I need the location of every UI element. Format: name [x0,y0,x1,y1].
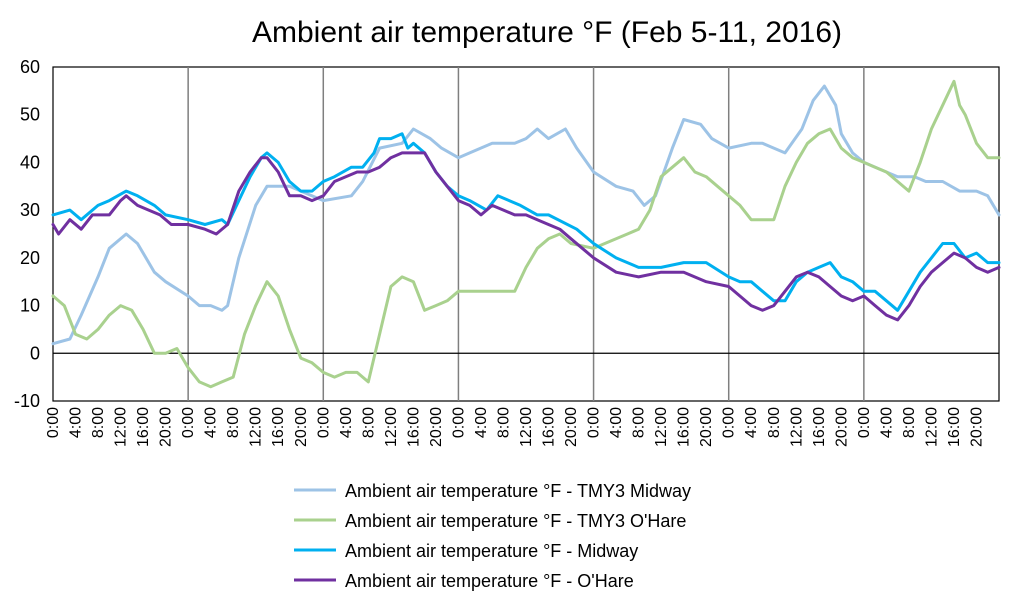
y-tick-label: 40 [20,152,40,172]
x-tick-label: 8:00 [495,407,512,438]
chart-title: Ambient air temperature °F (Feb 5-11, 20… [252,16,842,49]
y-tick-label: 0 [30,343,40,363]
x-tick-label: 20:00 [833,407,850,447]
x-tick-label: 20:00 [428,407,445,447]
x-tick-label: 0:00 [45,407,62,438]
x-tick-label: 12:00 [113,407,130,447]
legend-label: Ambient air temperature °F - TMY3 O'Hare [345,511,686,531]
x-tick-label: 0:00 [856,407,873,438]
x-tick-label: 16:00 [811,407,828,447]
x-tick-label: 4:00 [608,407,625,438]
y-axis-ticks: -10 0 10 20 30 40 50 60 [14,57,40,411]
plot-border [52,66,1000,402]
x-tick-label: 16:00 [946,407,963,447]
x-tick-label: 8:00 [901,407,918,438]
x-tick-label: 20:00 [968,407,985,447]
y-tick-label: 10 [20,296,40,316]
legend-item: Ambient air temperature °F - TMY3 O'Hare [294,511,686,531]
x-tick-label: 4:00 [68,407,85,438]
x-tick-label: 4:00 [203,407,220,438]
x-tick-label: 20:00 [698,407,715,447]
series-lines [51,79,1001,389]
legend-item: Ambient air temperature °F - O'Hare [294,571,634,591]
legend-label: Ambient air temperature °F - O'Hare [345,571,634,591]
legend-label: Ambient air temperature °F - Midway [345,541,638,561]
x-tick-label: 20:00 [293,407,310,447]
x-tick-label: 8:00 [225,407,242,438]
x-tick-label: 4:00 [473,407,490,438]
x-tick-label: 12:00 [653,407,670,447]
x-tick-label: 8:00 [360,407,377,438]
x-tick-label: 16:00 [135,407,152,447]
legend-item: Ambient air temperature °F - Midway [294,541,638,561]
x-tick-label: 16:00 [270,407,287,447]
plot-area [52,66,1000,402]
x-tick-label: 12:00 [383,407,400,447]
day-boundary-lines [187,67,865,401]
y-tick-label: 20 [20,248,40,268]
x-tick-label: 20:00 [563,407,580,447]
x-tick-label: 0:00 [180,407,197,438]
x-tick-label: 4:00 [338,407,355,438]
series-line-3 [51,151,1001,322]
x-tick-label: 0:00 [315,407,332,438]
x-axis-ticks: 0:00 4:00 8:00 12:00 16:00 20:00 0:00 4:00 8:00 1… [45,407,985,447]
y-tick-label: 50 [20,105,40,125]
x-tick-label: 16:00 [676,407,693,447]
x-tick-label: 8:00 [766,407,783,438]
x-tick-label: 4:00 [878,407,895,438]
y-tick-label: 30 [20,200,40,220]
series-line-1 [51,79,1001,389]
x-tick-label: 0:00 [721,407,738,438]
x-tick-label: 20:00 [158,407,175,447]
legend: Ambient air temperature °F - TMY3 Midway… [294,481,691,591]
x-tick-label: 12:00 [248,407,265,447]
x-tick-label: 12:00 [518,407,535,447]
series-line-0 [51,84,1001,346]
legend-label: Ambient air temperature °F - TMY3 Midway [345,481,691,501]
x-tick-label: 16:00 [405,407,422,447]
x-tick-label: 8:00 [90,407,107,438]
x-tick-label: 12:00 [923,407,940,447]
x-tick-label: 16:00 [541,407,558,447]
x-tick-label: 0:00 [586,407,603,438]
x-tick-label: 0:00 [450,407,467,438]
y-tick-label: -10 [14,391,40,411]
legend-item: Ambient air temperature °F - TMY3 Midway [294,481,691,501]
x-tick-label: 4:00 [743,407,760,438]
x-tick-label: 12:00 [788,407,805,447]
y-tick-label: 60 [20,57,40,77]
x-tick-label: 8:00 [631,407,648,438]
